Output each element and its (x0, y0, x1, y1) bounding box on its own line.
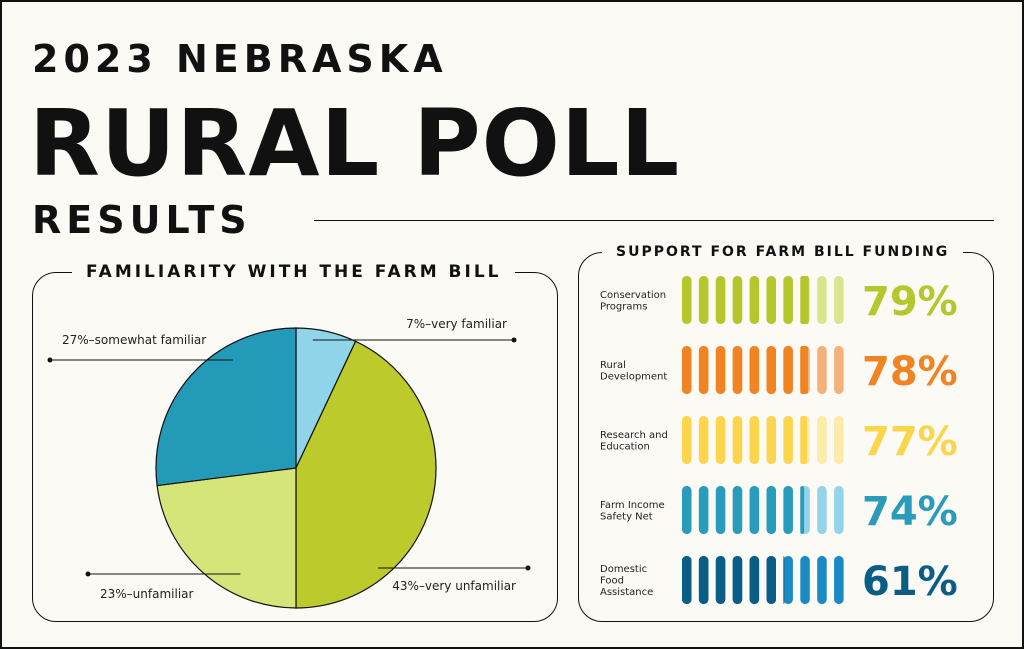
bar-unit-fill (682, 556, 692, 604)
bar-unit-fill (698, 276, 709, 324)
bar-unit-fill (715, 486, 726, 534)
bar-unit-fill (783, 346, 793, 394)
bar-category-label: Assistance (600, 587, 653, 598)
bar-category-label: Rural (600, 360, 626, 371)
bar-value-label: 61% (862, 559, 958, 605)
bar-unit-fill (783, 416, 793, 464)
bar-category-label: Farm Income (600, 500, 665, 511)
bar-unit-fill (749, 276, 760, 324)
bar-unit-fill (766, 346, 776, 394)
pie-leader-dot (525, 565, 531, 571)
bar-unit-fill (698, 556, 709, 604)
bar-unit (800, 556, 810, 604)
bar-unit-fill (800, 416, 807, 464)
pie-slice (295, 340, 437, 609)
bar-unit-fill (800, 486, 805, 534)
title-line-3: RESULTS (32, 198, 252, 242)
bar-unit-fill (732, 276, 743, 324)
bar-category-label: Safety Net (600, 511, 653, 522)
bar-unit (817, 556, 827, 604)
bar-unit-fill (800, 276, 809, 324)
bar-value-label: 79% (862, 279, 958, 325)
bar-unit-fill (732, 416, 743, 464)
bar-unit-fill (682, 346, 692, 394)
bar-unit (834, 346, 844, 394)
bar-unit (817, 486, 827, 534)
title-line-1: 2023 NEBRASKA (32, 37, 448, 81)
bar-unit-fill (749, 346, 760, 394)
bar-unit (817, 416, 827, 464)
bar-unit (834, 276, 844, 324)
bar-category-label: Food (600, 576, 624, 587)
bar-category-label: Domestic (600, 564, 647, 575)
bar-unit-fill (800, 346, 808, 394)
pie-label: 27%–somewhat familiar (62, 333, 206, 347)
bar-unit-fill (682, 276, 692, 324)
bar-unit-fill (783, 556, 785, 604)
bar-unit-fill (732, 556, 743, 604)
pie-leader-dot (47, 357, 53, 363)
bar-unit-fill (732, 486, 743, 534)
bar-unit-fill (698, 416, 709, 464)
bar-category-label: Development (600, 371, 667, 382)
title-rule (314, 220, 994, 221)
bar-unit-fill (749, 416, 760, 464)
funding-title: SUPPORT FOR FARM BILL FUNDING (602, 245, 964, 259)
bar-unit-fill (715, 346, 726, 394)
bar-unit (817, 276, 827, 324)
bar-unit-fill (682, 416, 692, 464)
bar-value-label: 77% (862, 419, 958, 465)
pie-slice (155, 327, 297, 487)
bar-unit-fill (783, 276, 793, 324)
bar-category-label: Programs (600, 301, 647, 312)
bar-category-label: Research and (600, 430, 668, 441)
pie-label: 43%–very unfamiliar (392, 579, 516, 593)
bar-unit-fill (749, 556, 760, 604)
pie-label: 23%–unfamiliar (100, 587, 194, 601)
bar-unit (834, 556, 844, 604)
bar-unit (817, 346, 827, 394)
bar-category-label: Conservation (600, 290, 666, 301)
bar-unit-fill (783, 486, 793, 534)
bar-unit-fill (698, 486, 709, 534)
bar-unit-fill (766, 486, 776, 534)
bar-value-label: 78% (862, 349, 958, 395)
bar-unit (834, 416, 844, 464)
pie-leader-dot (85, 571, 91, 577)
bar-category-label: Education (600, 441, 650, 452)
title-line-2: RURAL POLL (29, 90, 681, 197)
pie-slice (156, 467, 297, 609)
bar-unit-fill (749, 486, 760, 534)
pie-label: 7%–very familiar (406, 317, 507, 331)
bar-unit-fill (732, 346, 743, 394)
bar-unit-fill (715, 556, 726, 604)
bar-unit (783, 556, 793, 604)
bar-value-label: 74% (862, 489, 958, 535)
familiarity-title: FAMILIARITY WITH THE FARM BILL (72, 264, 516, 281)
bar-unit-fill (766, 416, 776, 464)
bar-unit-fill (766, 556, 776, 604)
bar-unit-fill (698, 346, 709, 394)
bar-unit-fill (715, 276, 726, 324)
bar-unit (834, 486, 844, 534)
bar-unit-fill (682, 486, 692, 534)
bar-unit-fill (715, 416, 726, 464)
pie-leader-dot (511, 337, 517, 343)
bar-unit-fill (766, 276, 776, 324)
